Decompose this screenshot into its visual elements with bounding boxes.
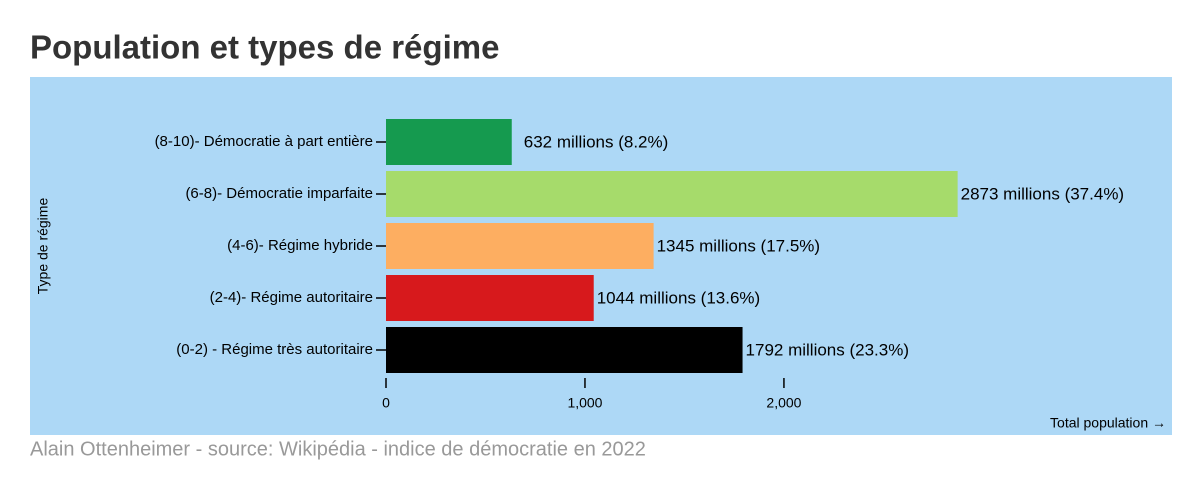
source-note: Alain Ottenheimer - source: Wikipédia - … [30,438,646,460]
y-tick-label: (8-10)- Démocratie à part entière [155,133,373,150]
y-axis-label: Type de régime [35,198,51,295]
value-label: 2873 millions (37.4%) [961,184,1124,203]
bar [386,327,743,373]
value-label: 1345 millions (17.5%) [657,236,820,255]
x-tick-label: 1,000 [567,395,602,411]
bar [386,119,512,165]
value-label: 1044 millions (13.6%) [597,288,760,307]
x-tick-label: 0 [382,395,390,411]
y-tick-label: (0-2) - Régime très autoritaire [176,341,373,358]
x-axis-label: Total population → [1050,415,1166,431]
y-tick-label: (2-4)- Régime autoritaire [210,289,373,306]
x-tick-label: 2,000 [766,395,801,411]
bar [386,275,594,321]
bar [386,171,958,217]
y-tick-label: (6-8)- Démocratie imparfaite [185,185,373,202]
bar [386,223,654,269]
value-label: 632 millions (8.2%) [524,132,669,151]
chart-title: Population et types de régime [30,29,499,66]
y-tick-label: (4-6)- Régime hybride [227,237,373,254]
value-label: 1792 millions (23.3%) [746,340,909,359]
